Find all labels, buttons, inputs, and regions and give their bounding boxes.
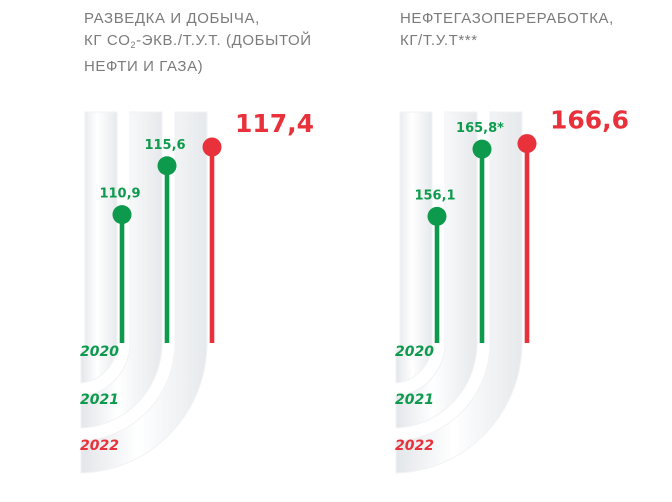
value-label-2021: 115,6 (144, 138, 185, 153)
bar-head-2022 (517, 134, 537, 154)
chart-panel-1: 110,9 2020 115,6 2021 117,4 2022 (80, 109, 314, 474)
bar-head-2021 (472, 139, 492, 159)
title-line: НЕФТИ И ГАЗА) (84, 58, 204, 75)
chart-panel-2: 156,1 2020 165,8* 2021 166,6 2022 (395, 106, 629, 474)
bar-stem-2020 (434, 222, 440, 343)
bar-head-2020 (427, 206, 447, 226)
bar-head-2022 (202, 137, 222, 157)
pipe-shape (395, 111, 523, 474)
value-label-2022: 166,6 (550, 106, 629, 135)
year-label-2022: 2022 (395, 438, 434, 454)
bar-head-2021 (157, 156, 177, 176)
bar-stem-2021 (164, 171, 170, 343)
title-line: НЕФТЕГАЗОПЕРЕРАБОТКА, (400, 10, 614, 27)
bar-stem-2022 (209, 153, 215, 343)
value-label-2021: 165,8* (456, 121, 504, 136)
pipe-shape (80, 111, 118, 384)
bar-stem-2020 (119, 220, 125, 343)
pipe-background (80, 111, 208, 474)
value-label-2022: 117,4 (235, 109, 314, 138)
pipe-shape (395, 111, 478, 429)
title-line: КГ CO2-ЭКВ./Т.У.Т. (ДОБЫТОЙ (84, 32, 312, 50)
year-label-2021: 2021 (395, 392, 434, 408)
chart-title-exploration: РАЗВЕДКА И ДОБЫЧА, КГ CO2-ЭКВ./Т.У.Т. (Д… (84, 8, 374, 78)
title-line: РАЗВЕДКА И ДОБЫЧА, (84, 10, 260, 27)
title-line: КГ/Т.У.Т*** (400, 32, 478, 49)
pipe-shape (80, 111, 163, 429)
year-label-2021: 2021 (80, 392, 119, 408)
value-label-2020: 156,1 (414, 188, 455, 203)
pipe-background (395, 111, 523, 474)
year-label-2020: 2020 (80, 344, 119, 360)
bar-head-2020 (112, 205, 132, 225)
chart-title-refining: НЕФТЕГАЗОПЕРЕРАБОТКА, КГ/Т.У.Т*** (400, 8, 660, 52)
bar-stem-2021 (479, 155, 485, 343)
bar-stem-2022 (524, 149, 530, 343)
pipe-shape (80, 111, 208, 474)
value-label-2020: 110,9 (99, 187, 140, 202)
year-label-2020: 2020 (395, 344, 434, 360)
pipe-shape (395, 111, 433, 384)
year-label-2022: 2022 (80, 438, 119, 454)
